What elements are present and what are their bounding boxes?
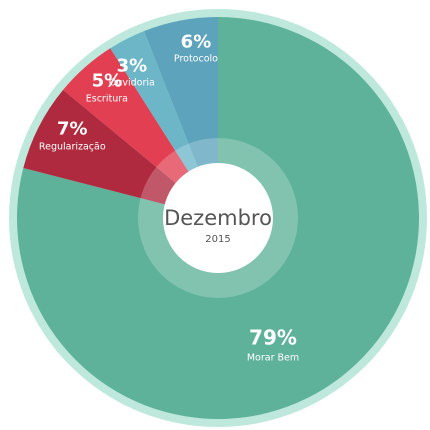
labels-group: 79% Morar Bem 7% Regularização 5% Escritura 3%… [39,31,299,363]
slice-name-label: Escritura [86,94,128,105]
slice-percent-label: 79% [249,326,297,350]
pie-slice-regulariza-o [23,89,218,218]
center-title: Dezembro [164,206,272,230]
slice-name-label: Regularização [39,141,106,152]
slice-percent-label: 5% [92,71,123,92]
slice-name-label: Ouvidoria [109,77,155,88]
slice-percent-label: 3% [117,55,148,76]
pie-slice-escritura [63,48,219,219]
slice-name-label: Protocolo [174,53,218,64]
slice-percent-label: 7% [57,118,88,139]
slice-name-label: Morar Bem [247,353,299,364]
center-subtitle: 2015 [205,234,230,245]
center-hole [163,163,273,273]
slice-percent-label: 6% [181,31,212,52]
